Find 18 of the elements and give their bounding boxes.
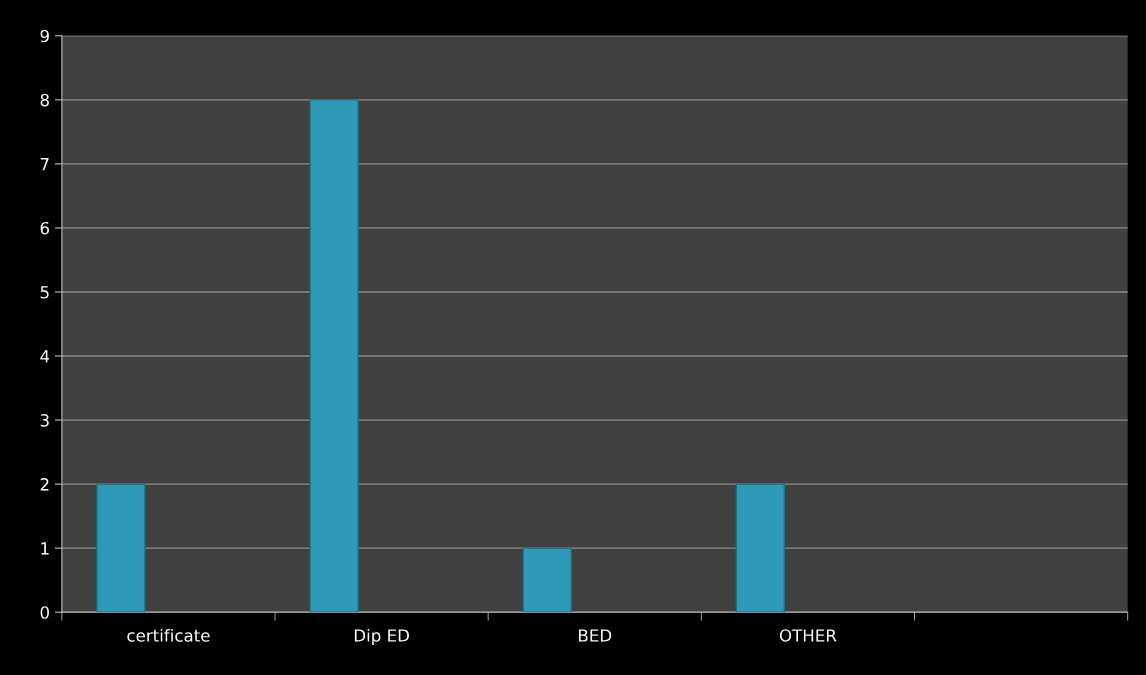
bar [522, 547, 572, 613]
y-tick-label: 5 [40, 286, 49, 299]
y-tick-label: 3 [40, 414, 49, 427]
y-tick-label: 6 [40, 221, 50, 235]
bar [96, 483, 146, 613]
bar [309, 99, 359, 613]
x-tick-label: BED [579, 629, 612, 642]
y-tick-label: 2 [40, 478, 49, 491]
y-tick-label: 4 [40, 350, 50, 363]
y-tick-label: 9 [40, 29, 49, 43]
x-tick-label: OTHER [779, 629, 837, 642]
x-tick-label: Dip ED [354, 628, 409, 646]
y-tick-label: 0 [40, 606, 49, 619]
bar [735, 483, 786, 613]
x-tick-label: certificate [127, 628, 210, 642]
y-tick-label: 8 [40, 93, 49, 107]
y-tick-label: 7 [40, 158, 49, 171]
y-tick-label: 1 [41, 542, 49, 555]
